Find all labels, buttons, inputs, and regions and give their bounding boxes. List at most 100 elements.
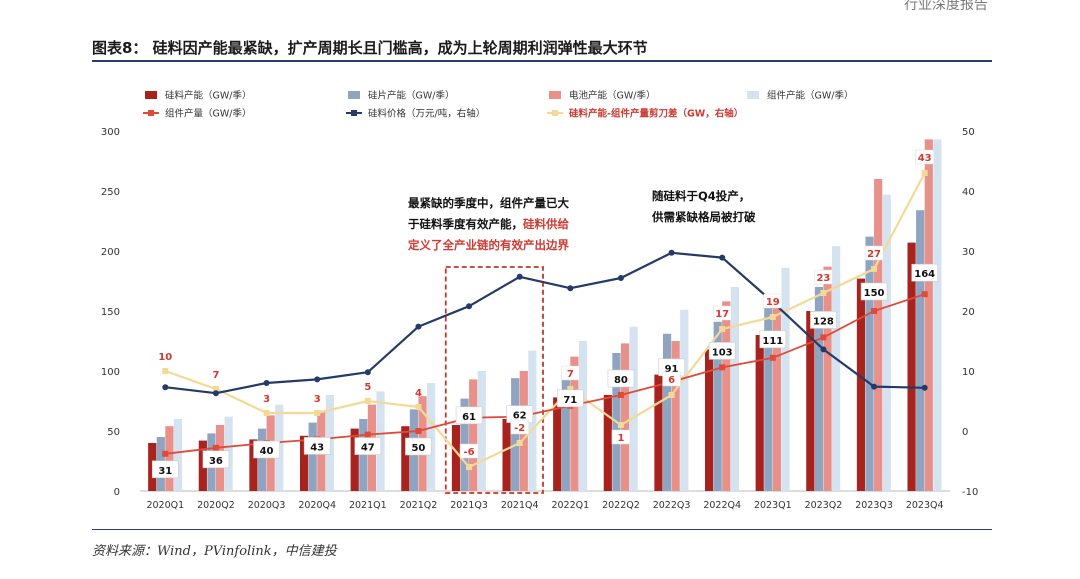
wafer-capacity-bar [916,210,925,491]
silicon-module-gap-point [415,404,422,410]
module-output-label-box [253,440,280,459]
legend-module-output: 组件产量（GW/季） [143,108,251,120]
silicon-price-point [617,275,624,281]
wafer-capacity-bar [308,422,317,491]
gap-label: 43 [918,153,932,164]
silicon-capacity-bar [856,278,866,491]
module-capacity-bar [578,341,588,491]
module-output-label: 40 [260,446,274,457]
gap-label: 6 [668,375,675,386]
cell-capacity-bar [620,343,630,491]
cell-capacity-bar [823,266,832,491]
legend-module-output-marker [148,110,154,116]
gap-label: 19 [766,297,780,308]
line-series [162,170,928,470]
legend-wafer-capacity-swatch [348,91,360,99]
annotation-shortage-line1: 最紧缺的季度中，组件产量已大 [408,196,569,210]
silicon-price-line [165,251,925,395]
gap-label: 10 [158,352,172,363]
silicon-price-point [871,383,878,390]
gap-label-box [915,149,934,165]
x-tick-label: 2021Q4 [501,500,539,511]
module-output-label: 71 [563,395,577,406]
chart-legend: 硅料产能（GW/季） 硅片产能（GW/季） 电池产能（GW/季） 组件产能（GW/季）… [143,90,853,120]
annotation-capacity: 随硅料于Q4投产， 供需紧缺格局被打破 [652,186,756,228]
module-output-label-box [911,263,938,282]
module-output-label: 103 [712,347,733,358]
y-tick-label: 150 [101,307,120,318]
legend-silicon-price-marker [351,110,357,116]
silicon-capacity-bar [907,242,916,491]
gap-label: 7 [567,369,574,380]
module-capacity-bar [933,139,942,491]
legend-module-capacity-swatch [747,91,759,99]
y2-tick-label: 10 [962,367,975,378]
x-tick-label: 2022Q1 [551,500,589,511]
gap-label-box [712,305,732,321]
silicon-price-point [921,384,928,391]
gap-label: 7 [212,370,219,381]
x-tick-label: 2023Q2 [805,500,843,511]
module-output-label-box [303,437,331,455]
title-rule [92,60,992,62]
x-tick-label: 2020Q2 [197,500,235,511]
legend-cell-capacity: 电池产能（GW/季） [549,90,655,102]
module-output-label: 50 [411,443,425,454]
legend-module-capacity-label: 组件产能（GW/季） [767,90,853,102]
annotation-shortage-line2: 于硅料季度有效产能，硅料供给 [408,214,569,235]
gap-label-box [561,365,580,381]
source-rule [92,529,992,530]
gap-label-box [611,429,631,445]
x-tick-label: 2021Q3 [450,500,488,511]
silicon-price-point [567,285,574,292]
cell-capacity-bar [772,301,782,491]
silicon-capacity-bar [350,428,359,491]
y-tick-label: 300 [101,127,120,138]
module-output-label-box [810,311,837,329]
x-tick-label: 2023Q1 [754,500,792,511]
wafer-capacity-bar [764,299,773,491]
silicon-capacity-bar [249,439,258,491]
legend-silicon-price-label: 硅料价格（万元/吨，右轴） [368,108,485,120]
module-output-label: 111 [762,336,783,347]
x-tick-label: 2021Q1 [349,500,387,511]
module-output-label: 47 [361,443,375,454]
cell-capacity-bar [874,179,883,491]
silicon-module-gap-point [567,386,574,392]
silicon-price-point [212,390,219,397]
module-output-label-box [202,450,230,469]
module-capacity-bar [477,371,486,491]
silicon-module-gap-point [668,392,675,398]
silicon-price-point [516,273,523,280]
module-output-label-box [354,437,382,455]
gap-label-box [763,293,783,309]
y-tick-label: 50 [107,427,120,438]
wafer-capacity-bar [713,321,722,491]
module-capacity-bar [730,287,739,491]
y2-tick-label: 50 [962,127,975,138]
silicon-price-point [415,323,422,330]
silicon-price-point [466,303,473,310]
wafer-capacity-bar [359,419,368,491]
cell-capacity-bar [165,426,174,491]
report-type-label: 行业深度报告 [904,0,988,13]
module-output-label-box [708,342,736,360]
module-capacity-bar [173,419,183,491]
module-output-label: 164 [914,269,935,280]
y-tick-label: 250 [101,187,120,198]
annotation-capacity-line2: 供需紧缺格局被打破 [652,210,756,224]
wafer-capacity-bar [257,428,267,491]
module-output-point [921,291,928,298]
gap-label: 5 [364,382,371,393]
silicon-module-gap-line [164,172,926,469]
gap-label-box [814,269,833,285]
module-output-label: 61 [462,412,476,423]
module-output-label: 80 [614,375,628,386]
module-output-label: 150 [864,288,885,299]
silicon-module-gap-point [466,464,473,470]
module-output-point [820,334,827,341]
wafer-capacity-bar [511,378,520,491]
legend-wafer-capacity-label: 硅片产能（GW/季） [368,90,454,102]
silicon-capacity-bar [553,397,562,491]
